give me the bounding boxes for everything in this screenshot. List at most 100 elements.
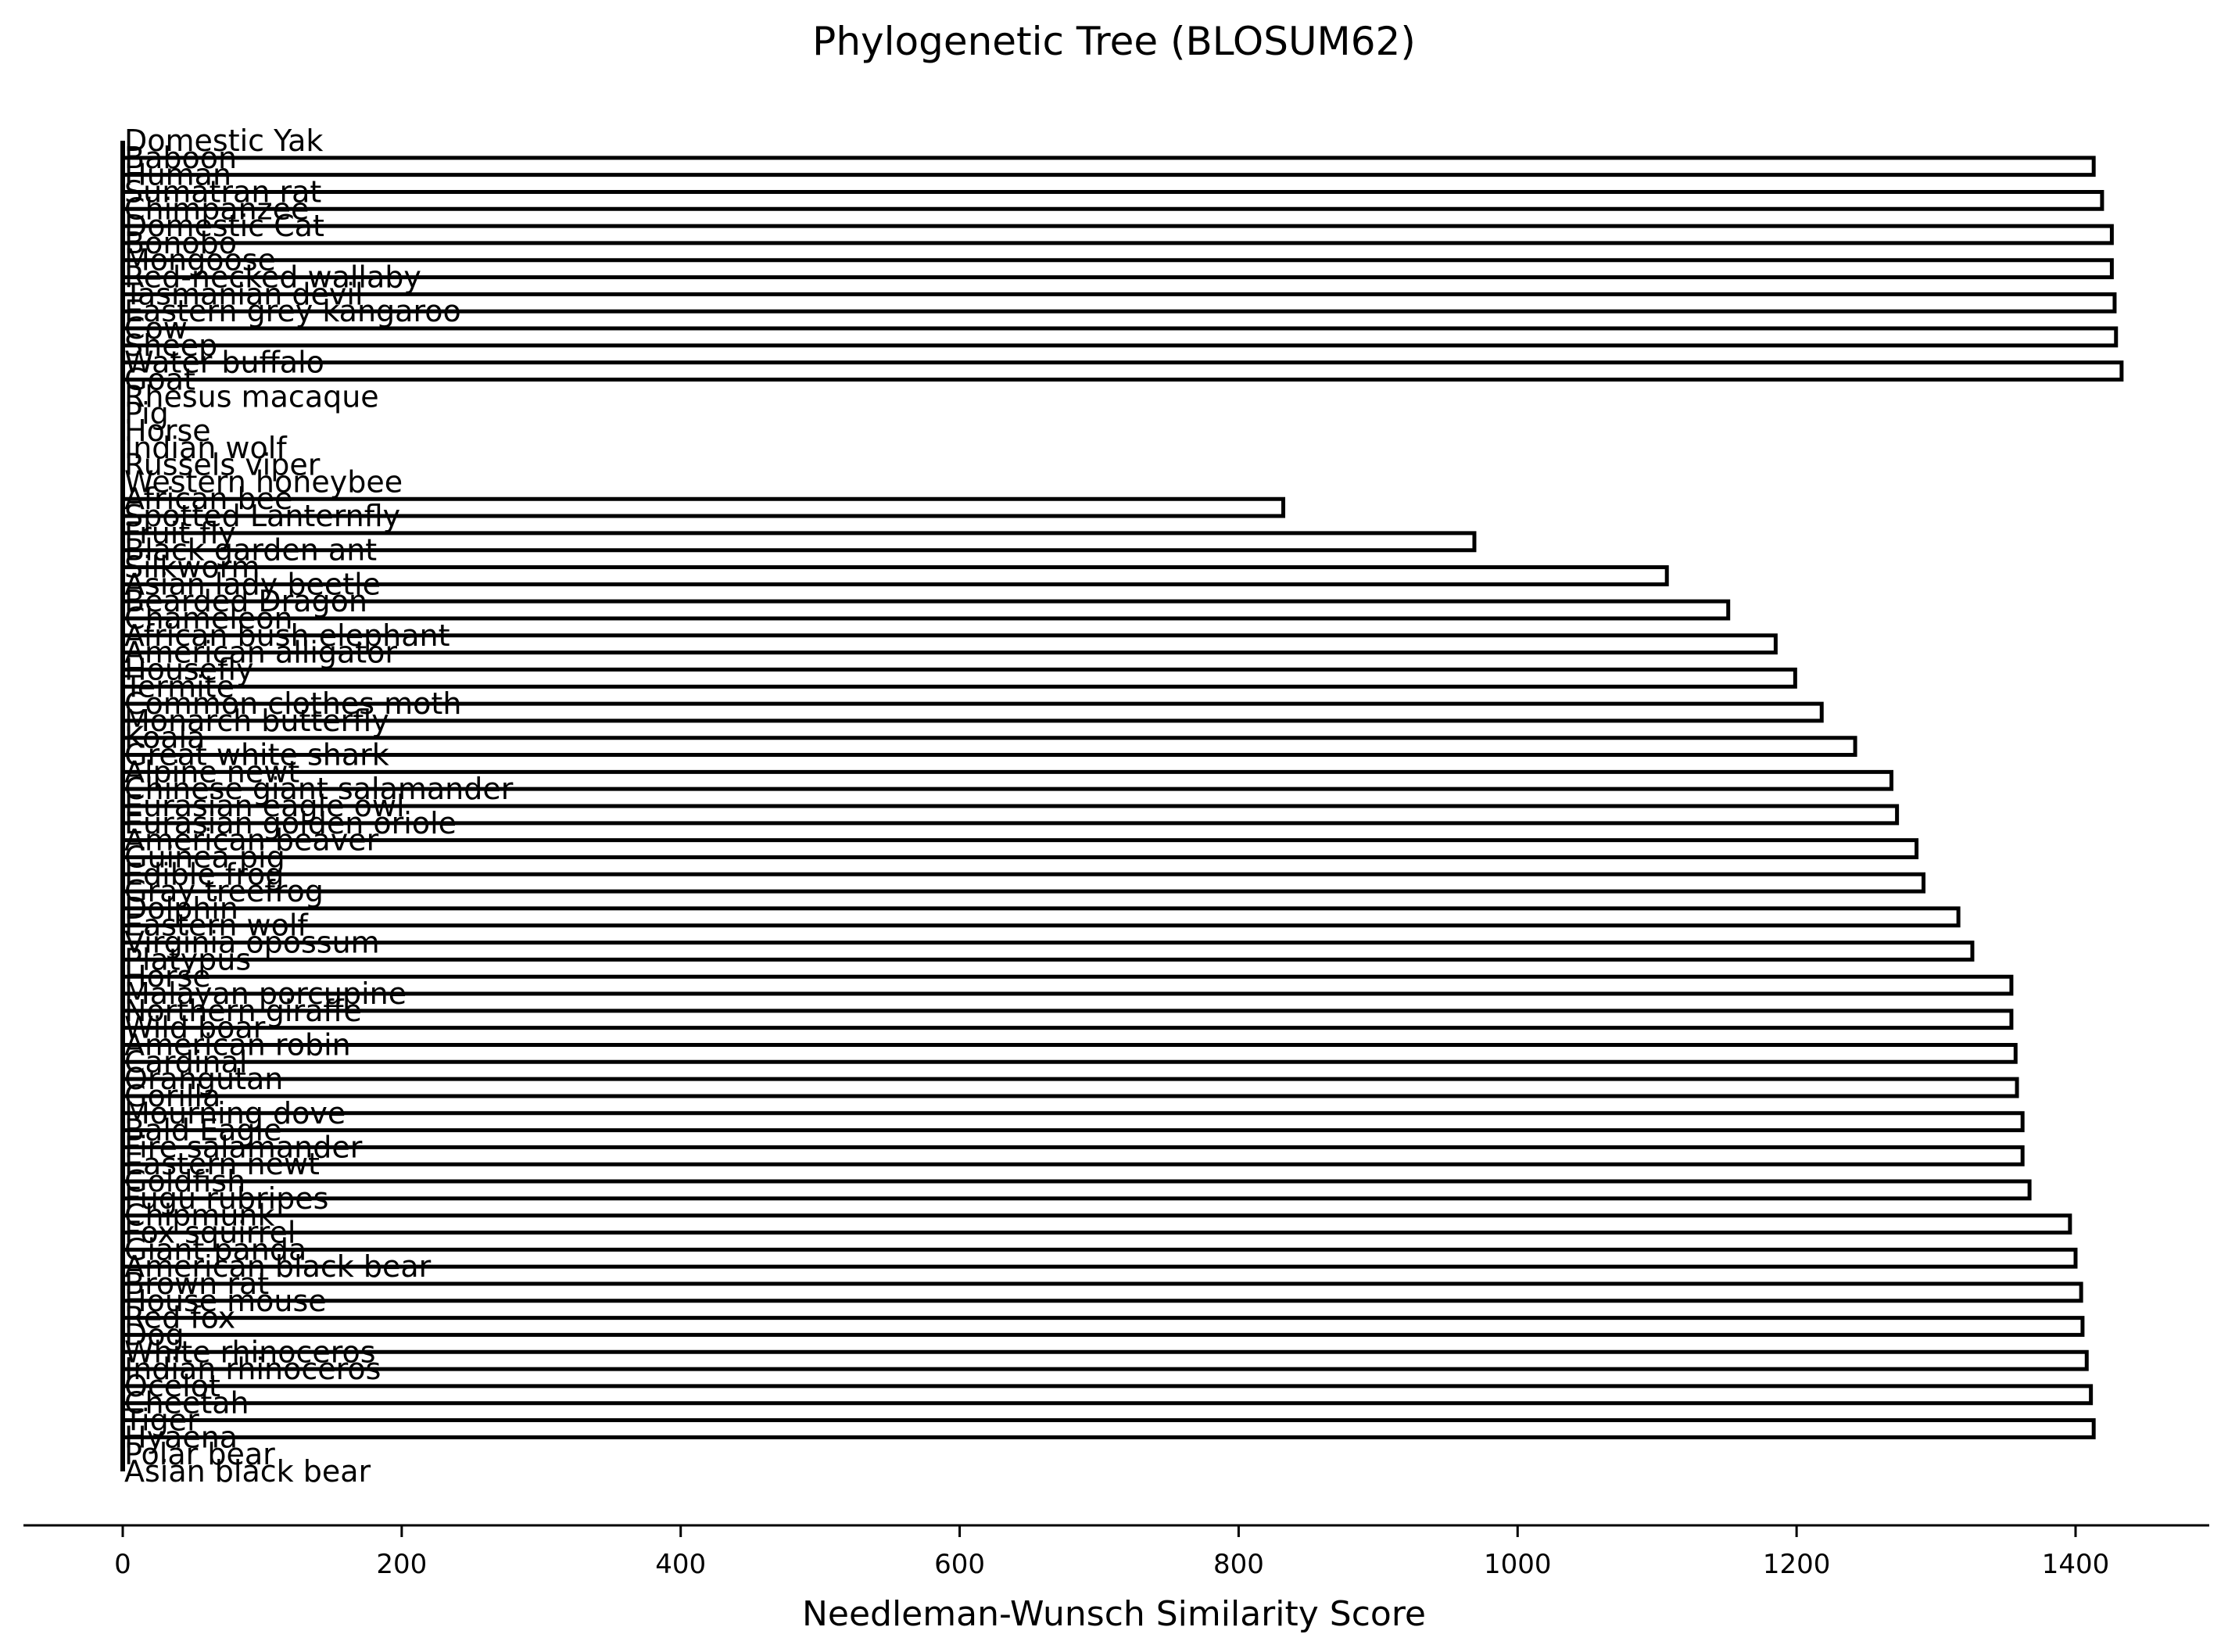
leaf-label: Sumatran rat [124, 174, 321, 209]
leaf-label: Domestic Cat [124, 209, 324, 243]
leaf-label: Hyaena [124, 1420, 238, 1454]
leaf-label: Guinea pig [124, 840, 285, 874]
leaf-label: Edible frog [124, 857, 284, 891]
x-ticks: 0 200 400 600 800 1000 1200 1400 [114, 1525, 2109, 1580]
leaf-label: Monarch butterfly [124, 704, 389, 738]
tree-branch [123, 1111, 2025, 1133]
tree-branch [123, 667, 1797, 689]
leaf-label: Termite [124, 669, 235, 704]
leaf-label: Fire salamander [124, 1130, 363, 1164]
tree-branches [120, 141, 2124, 1471]
leaf-label: Wild boar [124, 1011, 266, 1045]
x-tick-label: 1200 [1763, 1549, 1831, 1580]
leaf-label: Fox squirrel [124, 1216, 296, 1250]
leaf-label: Eastern wolf [124, 908, 309, 943]
tree-branch [123, 1349, 2089, 1371]
tree-branch [123, 258, 2114, 280]
leaf-label: Spotted Lanternfly [124, 499, 400, 533]
leaf-label: Goldfish [124, 1164, 245, 1199]
x-tick-label: 800 [1213, 1549, 1264, 1580]
x-tick-label: 1000 [1484, 1549, 1552, 1580]
leaf-label: Cow [124, 311, 188, 346]
leaf-label: White rhinoceros [124, 1335, 376, 1369]
leaf-label: Chipmunk [124, 1199, 275, 1233]
tree-branch [123, 1009, 2014, 1030]
leaf-label: Ocelot [124, 1369, 220, 1403]
leaf-label: Platypus [124, 942, 251, 977]
leaf-label: Black garden ant [124, 533, 377, 568]
leaf-label: Western honeybee [124, 464, 403, 499]
leaf-label: Polar bear [124, 1437, 275, 1471]
leaf-label: American beaver [124, 823, 379, 858]
leaf-label: Red-necked wallaby [124, 260, 421, 295]
leaf-label: Gorilla [124, 1079, 220, 1113]
leaf-label: Brown rat [124, 1267, 269, 1301]
x-tick-label: 200 [376, 1549, 427, 1580]
leaf-label: Asian black bear [124, 1454, 371, 1489]
leaf-label: Orangutan [124, 1062, 283, 1096]
tree-branch [123, 1247, 2078, 1269]
leaf-label: Mourning dove [124, 1096, 346, 1131]
leaf-label: Housefly [124, 652, 254, 686]
leaf-label: Red fox [124, 1301, 235, 1335]
leaf-label: Cardinal [124, 1045, 247, 1079]
tree-branch [123, 1145, 2025, 1166]
tree-branch [123, 360, 2124, 382]
leaf-label: Silkworm [124, 550, 260, 585]
tree-branch [123, 531, 1477, 553]
leaf-label: Domestic Yak [124, 124, 323, 158]
tree-branch [123, 1077, 2019, 1098]
x-tick-label: 0 [114, 1549, 131, 1580]
tree-branch [123, 701, 1824, 723]
leaf-label: Rhesus macaque [124, 379, 379, 414]
x-tick-label: 600 [934, 1549, 985, 1580]
tree-branch [123, 599, 1731, 621]
leaf-label: Horse [124, 959, 211, 994]
leaf-label: American alligator [124, 636, 397, 670]
leaf-label: Bonobo [124, 226, 237, 260]
leaf-label: Chinese giant salamander [124, 772, 514, 806]
tree-branch [123, 1418, 2096, 1439]
tree-branch [123, 1316, 2085, 1337]
leaf-label: Virginia opossum [124, 926, 380, 960]
leaf-label: Eurasian golden oriole [124, 806, 457, 840]
tree-branch [123, 1213, 2072, 1235]
leaf-label: Northern giraffe [124, 994, 362, 1028]
leaf-label: Gray treefrog [124, 874, 324, 908]
chart-title: Phylogenetic Tree (BLOSUM62) [812, 19, 1416, 64]
leaf-label: Eurasian eagle owl [124, 789, 405, 823]
leaf-label: Indian rhinoceros [124, 1352, 381, 1386]
tree-branch [123, 804, 1900, 826]
tree-branch [123, 1384, 2094, 1406]
tree-branch [123, 156, 2096, 177]
leaf-label: Water buffalo [124, 346, 324, 380]
tree-branch [123, 565, 1669, 586]
leaf-label: Cheetah [124, 1386, 249, 1421]
leaf-label: Asian lady beetle [124, 567, 381, 601]
leaf-label: Tasmanian devil [124, 277, 364, 311]
leaf-label: Chameleon [124, 601, 293, 636]
x-tick-label: 1400 [2042, 1549, 2110, 1580]
tree-branch [123, 872, 1926, 894]
tree-branch [123, 1179, 2032, 1201]
leaf-label: Eastern newt [124, 1147, 320, 1181]
leaf-label: Goat [124, 362, 195, 396]
leaf-label: Mongoose [124, 243, 276, 278]
leaf-label: Horse [124, 414, 211, 448]
leaf-label: Indian wolf [124, 431, 288, 465]
leaf-label: Bearded Dragon [124, 584, 367, 618]
leaf-label: Common clothes moth [124, 686, 461, 721]
leaf-label: Dog [124, 1317, 184, 1352]
leaf-label: Sheep [124, 328, 217, 363]
tree-branch [123, 736, 1857, 758]
tree-branch [123, 496, 1286, 518]
leaf-label: Baboon [124, 141, 237, 175]
leaf-label: Eastern grey kangaroo [124, 294, 461, 328]
leaf-label: Fruit fly [124, 516, 236, 550]
tree-branch [123, 838, 1919, 859]
leaf-label: Koala [124, 721, 205, 755]
leaf-label: Malayan porcupine [124, 977, 407, 1011]
